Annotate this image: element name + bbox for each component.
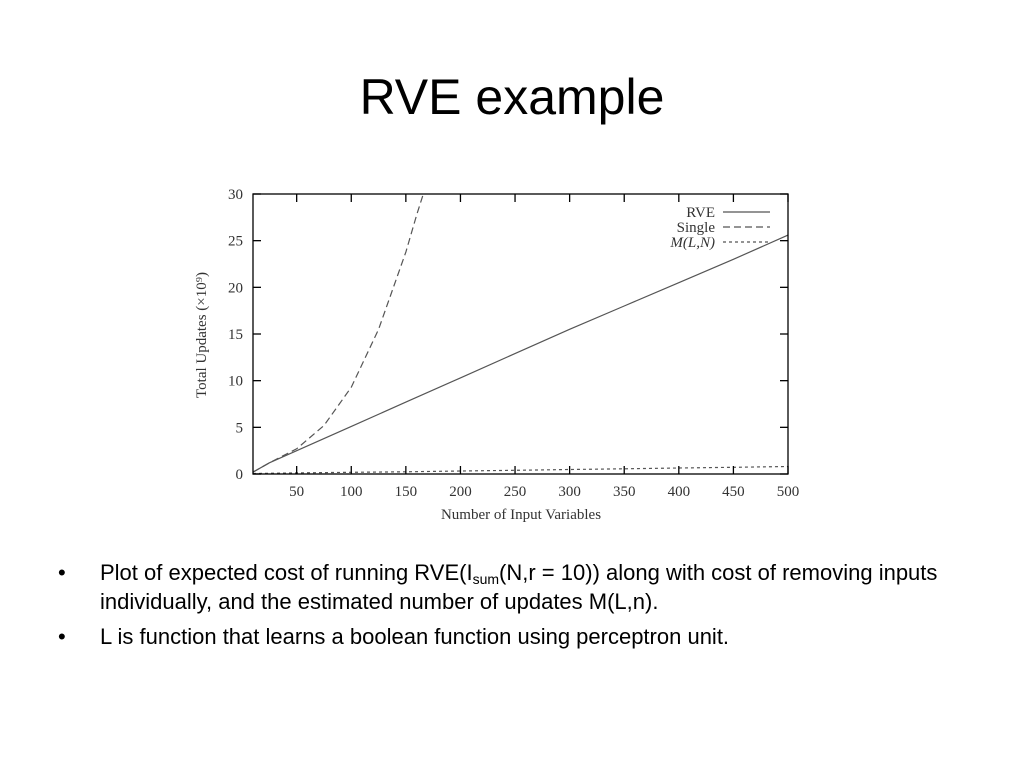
x-tick-label: 300 <box>558 484 581 500</box>
legend-label: RVE <box>686 205 715 221</box>
x-tick-label: 150 <box>395 484 418 500</box>
x-tick-label: 400 <box>668 484 691 500</box>
x-tick-label: 250 <box>504 484 526 500</box>
bullet-text-end: (N,r = 10)) along with cost of removing … <box>100 560 938 614</box>
bullet-marker: • <box>58 560 66 585</box>
series-line-rve <box>253 234 788 473</box>
y-tick-label: 30 <box>228 187 243 203</box>
series-line-single <box>253 194 424 473</box>
bullet-text-start: Plot of expected cost of running RVE(I <box>100 560 473 585</box>
x-tick-label: 200 <box>449 484 472 500</box>
slide-title: RVE example <box>359 69 665 125</box>
legend-label: M(L,N) <box>669 235 715 251</box>
bullet-item: • Plot of expected cost of running RVE(I… <box>58 558 938 616</box>
bullet-item: • L is function that learns a boolean fu… <box>58 622 938 651</box>
line-chart: 50 100 150 200 250 300 350 400 450 500 0 5 10 15 20 25 3… <box>194 187 799 523</box>
series-layer <box>253 194 788 474</box>
x-tick-label: 100 <box>340 484 363 500</box>
y-tick-label: 0 <box>236 467 244 483</box>
bullet-marker: • <box>58 624 66 649</box>
x-tick-label: 450 <box>722 484 745 500</box>
bullet-text: L is function that learns a boolean func… <box>100 624 730 649</box>
x-tick-label: 350 <box>613 484 636 500</box>
y-axis-label: Total Updates (×10⁹) <box>194 272 210 398</box>
legend-label: Single <box>677 220 716 236</box>
bullet-subscript: sum <box>472 571 500 587</box>
y-tick-label: 25 <box>228 234 243 250</box>
bullet-list: • Plot of expected cost of running RVE(I… <box>58 558 938 657</box>
x-tick-label: 500 <box>777 484 800 500</box>
series-line-m-l-n- <box>253 465 788 474</box>
x-axis-label: Number of Input Variables <box>441 507 601 523</box>
y-tick-label: 15 <box>228 327 243 343</box>
y-tick-label: 20 <box>228 280 243 296</box>
y-tick-label: 5 <box>236 420 244 436</box>
y-tick-label: 10 <box>228 374 243 390</box>
x-tick-label: 50 <box>289 484 304 500</box>
axis-layer: 50 100 150 200 250 300 350 400 450 500 0 5 10 15 20 25 3… <box>228 187 799 500</box>
